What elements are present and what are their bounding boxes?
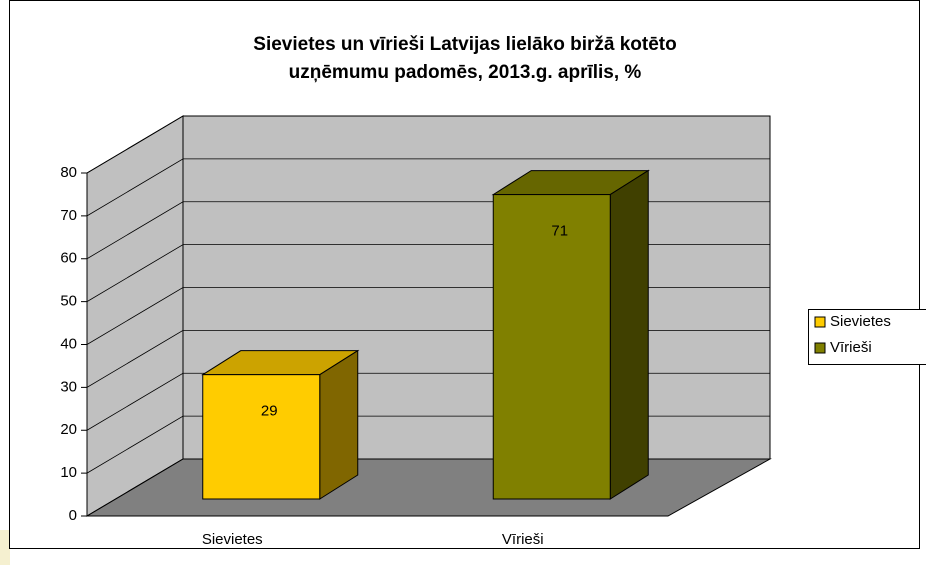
grid-line xyxy=(86,115,770,174)
y-tick-label: 50 xyxy=(60,293,77,310)
page-background xyxy=(0,530,10,565)
grid-line xyxy=(86,158,770,217)
chart-title: uzņēmumu padomēs, 2013.g. aprīlis, % xyxy=(289,62,642,83)
x-tick-label: Vīrieši xyxy=(502,531,544,548)
y-tick-label: 20 xyxy=(60,421,77,438)
y-tick-label: 80 xyxy=(60,164,77,181)
x-tick-label: Sievietes xyxy=(202,531,263,548)
y-tick-label: 70 xyxy=(60,207,77,224)
y-tick-label: 40 xyxy=(60,335,77,352)
data-label: 29 xyxy=(261,403,278,420)
bar-side xyxy=(319,349,359,500)
y-tick-label: 60 xyxy=(60,250,77,267)
bar xyxy=(202,374,321,500)
legend-swatch xyxy=(814,342,826,354)
y-tick-label: 30 xyxy=(60,378,77,395)
chart-title: Sievietes un vīrieši Latvijas lielāko bi… xyxy=(253,34,676,55)
floor xyxy=(85,458,772,517)
bar xyxy=(492,194,611,500)
y-tick-label: 10 xyxy=(60,464,77,481)
legend-label: Sievietes xyxy=(830,313,891,330)
legend-label: Vīrieši xyxy=(830,339,872,356)
bar-side xyxy=(609,169,649,500)
legend-box xyxy=(808,309,926,365)
y-tick-label: 0 xyxy=(69,507,77,524)
data-label: 71 xyxy=(551,223,568,240)
legend-swatch xyxy=(814,316,826,328)
